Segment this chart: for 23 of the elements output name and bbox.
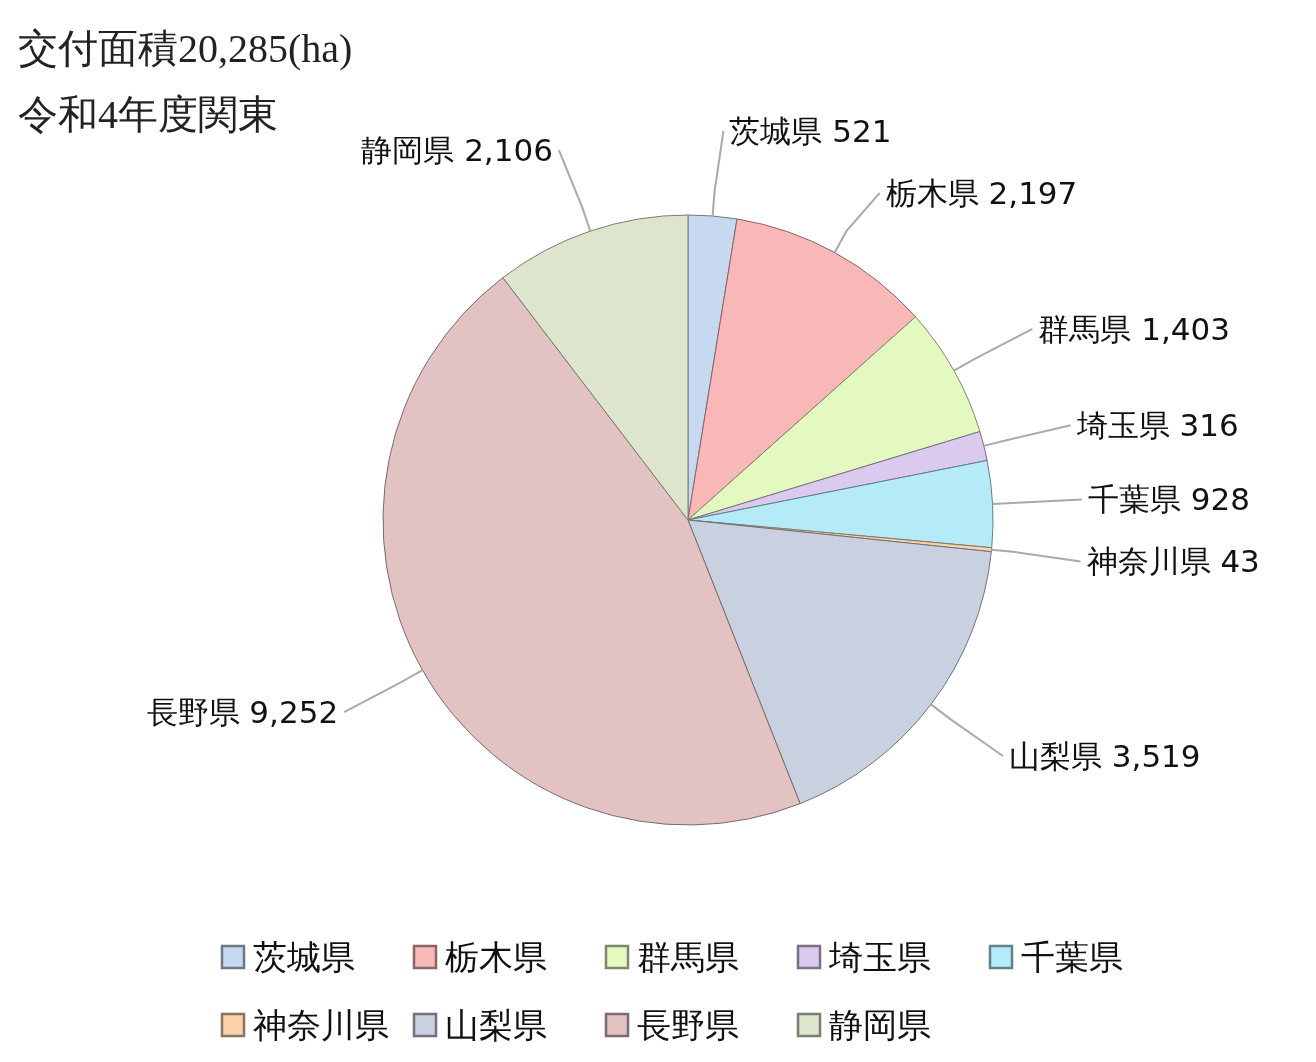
legend-label: 茨城県 <box>253 937 355 977</box>
legend-label: 群馬県 <box>637 937 739 977</box>
legend-label: 神奈川県 <box>253 1005 389 1045</box>
category-label: 山梨県 3,519 <box>1008 738 1201 775</box>
pie-slice <box>382 277 801 826</box>
chart-subtitle: 令和4年度関東 <box>18 92 278 137</box>
legend-label: 栃木県 <box>445 937 547 977</box>
legend-label: 埼玉県 <box>828 937 931 977</box>
pie-slice <box>687 459 994 549</box>
legend-label: 千葉県 <box>1021 937 1123 977</box>
category-label: 埼玉県 316 <box>1076 407 1239 444</box>
category-label: 神奈川県 43 <box>1086 543 1260 580</box>
pie-slice <box>687 218 916 521</box>
legend-label: 長野県 <box>637 1005 739 1045</box>
category-label: 長野県 9,252 <box>146 694 339 731</box>
chart-title: 交付面積20,285(ha) <box>18 26 353 71</box>
category-label: 静岡県 2,106 <box>361 132 553 169</box>
category-label: 栃木県 2,197 <box>885 174 1078 211</box>
category-label: 千葉県 928 <box>1087 481 1250 518</box>
category-label: 茨城県 521 <box>729 112 892 149</box>
category-label: 群馬県 1,403 <box>1038 310 1231 347</box>
legend-label: 静岡県 <box>829 1005 931 1045</box>
legend-label: 山梨県 <box>445 1005 547 1045</box>
